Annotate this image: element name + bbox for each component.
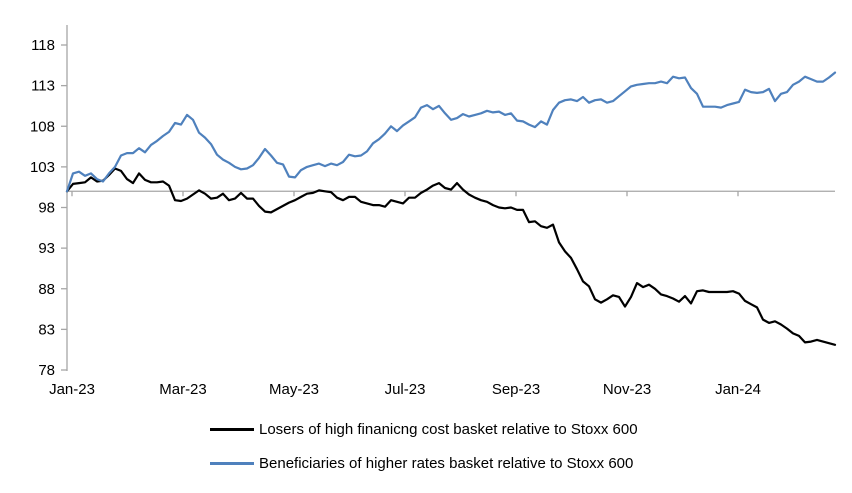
y-axis-tick-label: 118: [31, 37, 55, 54]
x-axis-tick-label: Sep-23: [492, 381, 540, 398]
x-axis-tick-label: Jul-23: [385, 381, 426, 398]
x-axis-tick-label: Nov-23: [603, 381, 651, 398]
legend-line-losers-swatch: [210, 428, 254, 431]
legend-line-beneficiaries-swatch: [210, 462, 254, 465]
x-axis-tick-label: Jan-24: [715, 381, 761, 398]
x-axis-tick-label: Mar-23: [159, 381, 207, 398]
x-axis-tick-label: May-23: [269, 381, 319, 398]
legend: Losers of high finanicng cost basket rel…: [210, 419, 638, 474]
y-axis-tick-label: 103: [30, 159, 55, 176]
legend-item-beneficiaries: Beneficiaries of higher rates basket rel…: [210, 453, 638, 474]
legend-label-losers: Losers of high finanicng cost basket rel…: [259, 421, 638, 438]
y-axis-tick-label: 83: [38, 321, 55, 338]
legend-label-beneficiaries: Beneficiaries of higher rates basket rel…: [259, 455, 634, 472]
y-axis-tick-label: 108: [30, 118, 55, 135]
series-line-losers: [65, 167, 837, 346]
series-line-beneficiaries: [65, 71, 837, 193]
y-axis-tick-label: 98: [38, 200, 55, 217]
x-axis-tick-label: Jan-23: [49, 381, 95, 398]
y-axis-tick-label: 88: [38, 281, 55, 298]
y-axis-tick-label: 78: [38, 362, 55, 379]
y-axis-tick-label: 93: [38, 240, 55, 257]
legend-item-losers: Losers of high finanicng cost basket rel…: [210, 419, 638, 440]
y-axis-tick-label: 113: [31, 78, 55, 95]
